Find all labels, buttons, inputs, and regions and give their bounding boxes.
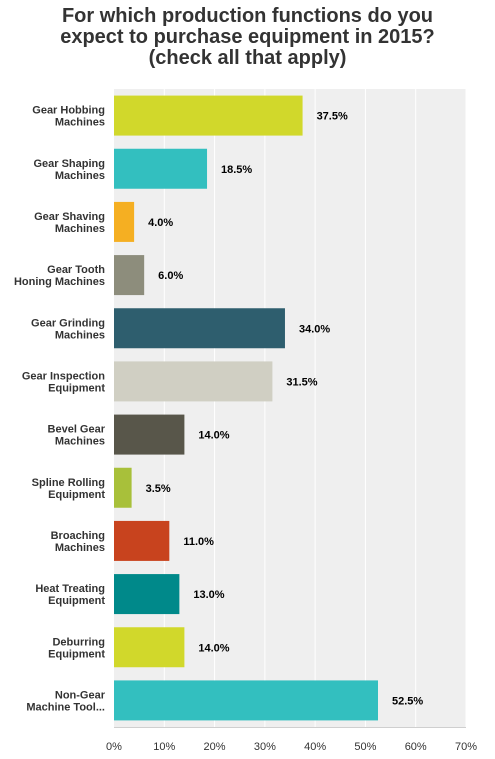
category-label-line: Deburring: [52, 636, 105, 648]
category-label-line: Machines: [55, 170, 105, 182]
category-label-line: Non-Gear: [55, 689, 106, 701]
x-tick-label: 70%: [455, 741, 477, 753]
x-tick-label: 60%: [405, 741, 427, 753]
category-label: Heat Treating Equipment: [35, 583, 105, 607]
bar: [114, 148, 208, 189]
x-tick-label: 10%: [153, 741, 175, 753]
chart-title-line: For which production functions do you: [61, 5, 434, 27]
data-label: 14.0%: [198, 642, 229, 654]
category-label-line: Gear Tooth: [47, 264, 105, 276]
category-label-line: Gear Grinding: [31, 317, 105, 329]
data-label: 18.5%: [221, 164, 252, 176]
category-label-line: Equipment: [48, 648, 105, 660]
category-label-line: Machines: [55, 542, 105, 554]
chart-title-line: (check all that apply): [148, 47, 347, 69]
data-label: 14.0%: [198, 430, 229, 442]
category-label-line: Machines: [55, 223, 105, 235]
plot-area: [114, 89, 466, 727]
x-tick-label: 20%: [204, 741, 226, 753]
data-label: 31.5%: [286, 376, 317, 388]
bar: [114, 680, 378, 721]
bar: [114, 627, 185, 668]
data-label: 3.5%: [146, 483, 171, 495]
bar: [114, 201, 135, 242]
bar: [114, 520, 170, 561]
data-label: 52.5%: [392, 695, 423, 707]
category-label: Gear Hobbing Machines: [32, 105, 105, 129]
bar: [114, 255, 145, 296]
category-label: Gear Shaving Machines: [34, 211, 105, 235]
category-label-line: Equipment: [48, 382, 105, 394]
x-tick-label: 30%: [254, 741, 276, 753]
chart-title-line: expect to purchase equipment in 2015?: [60, 26, 435, 48]
category-label: Gear Tooth Honing Machines: [14, 264, 105, 288]
x-tick-label: 40%: [304, 741, 326, 753]
category-label-line: Gear Hobbing: [32, 105, 105, 117]
bar: [114, 308, 285, 349]
category-label: Bevel Gear Machines: [48, 424, 106, 448]
category-label: Non-Gear Machine Tool...: [26, 689, 105, 713]
category-label-line: Gear Inspection: [22, 370, 105, 382]
bar: [114, 414, 185, 455]
category-label-line: Machines: [55, 436, 105, 448]
category-label: Gear Shaping Machines: [33, 158, 105, 182]
x-tick-label: 50%: [354, 741, 376, 753]
category-label: Broaching Machines: [51, 530, 105, 554]
category-label-line: Gear Shaping: [33, 158, 105, 170]
x-tick-label: 0%: [106, 741, 122, 753]
category-label: Spline Rolling Equipment: [32, 477, 106, 501]
category-label-line: Honing Machines: [14, 276, 105, 288]
data-label: 37.5%: [317, 111, 348, 123]
category-label-line: Broaching: [51, 530, 105, 542]
category-label-line: Machines: [55, 329, 105, 341]
data-label: 6.0%: [158, 270, 183, 282]
data-label: 34.0%: [299, 323, 330, 335]
category-label: Gear Inspection Equipment: [22, 370, 105, 394]
category-label: Gear Grinding Machines: [31, 317, 105, 341]
category-label-line: Heat Treating: [35, 583, 105, 595]
data-label: 11.0%: [183, 536, 214, 548]
category-label-line: Gear Shaving: [34, 211, 105, 223]
category-label-line: Equipment: [48, 489, 105, 501]
category-label-line: Machine Tool...: [26, 701, 105, 713]
category-label-line: Machines: [55, 117, 105, 129]
category-label-line: Spline Rolling: [32, 477, 105, 489]
chart-title: For which production functions do you ex…: [0, 6, 495, 69]
category-label-line: Bevel Gear: [48, 424, 106, 436]
bar: [114, 361, 273, 402]
category-label-line: Equipment: [48, 595, 105, 607]
category-label: Deburring Equipment: [48, 636, 105, 660]
bar: [114, 95, 303, 136]
bar: [114, 574, 180, 615]
data-label: 13.0%: [193, 589, 224, 601]
data-label: 4.0%: [148, 217, 173, 229]
bar: [114, 467, 132, 508]
